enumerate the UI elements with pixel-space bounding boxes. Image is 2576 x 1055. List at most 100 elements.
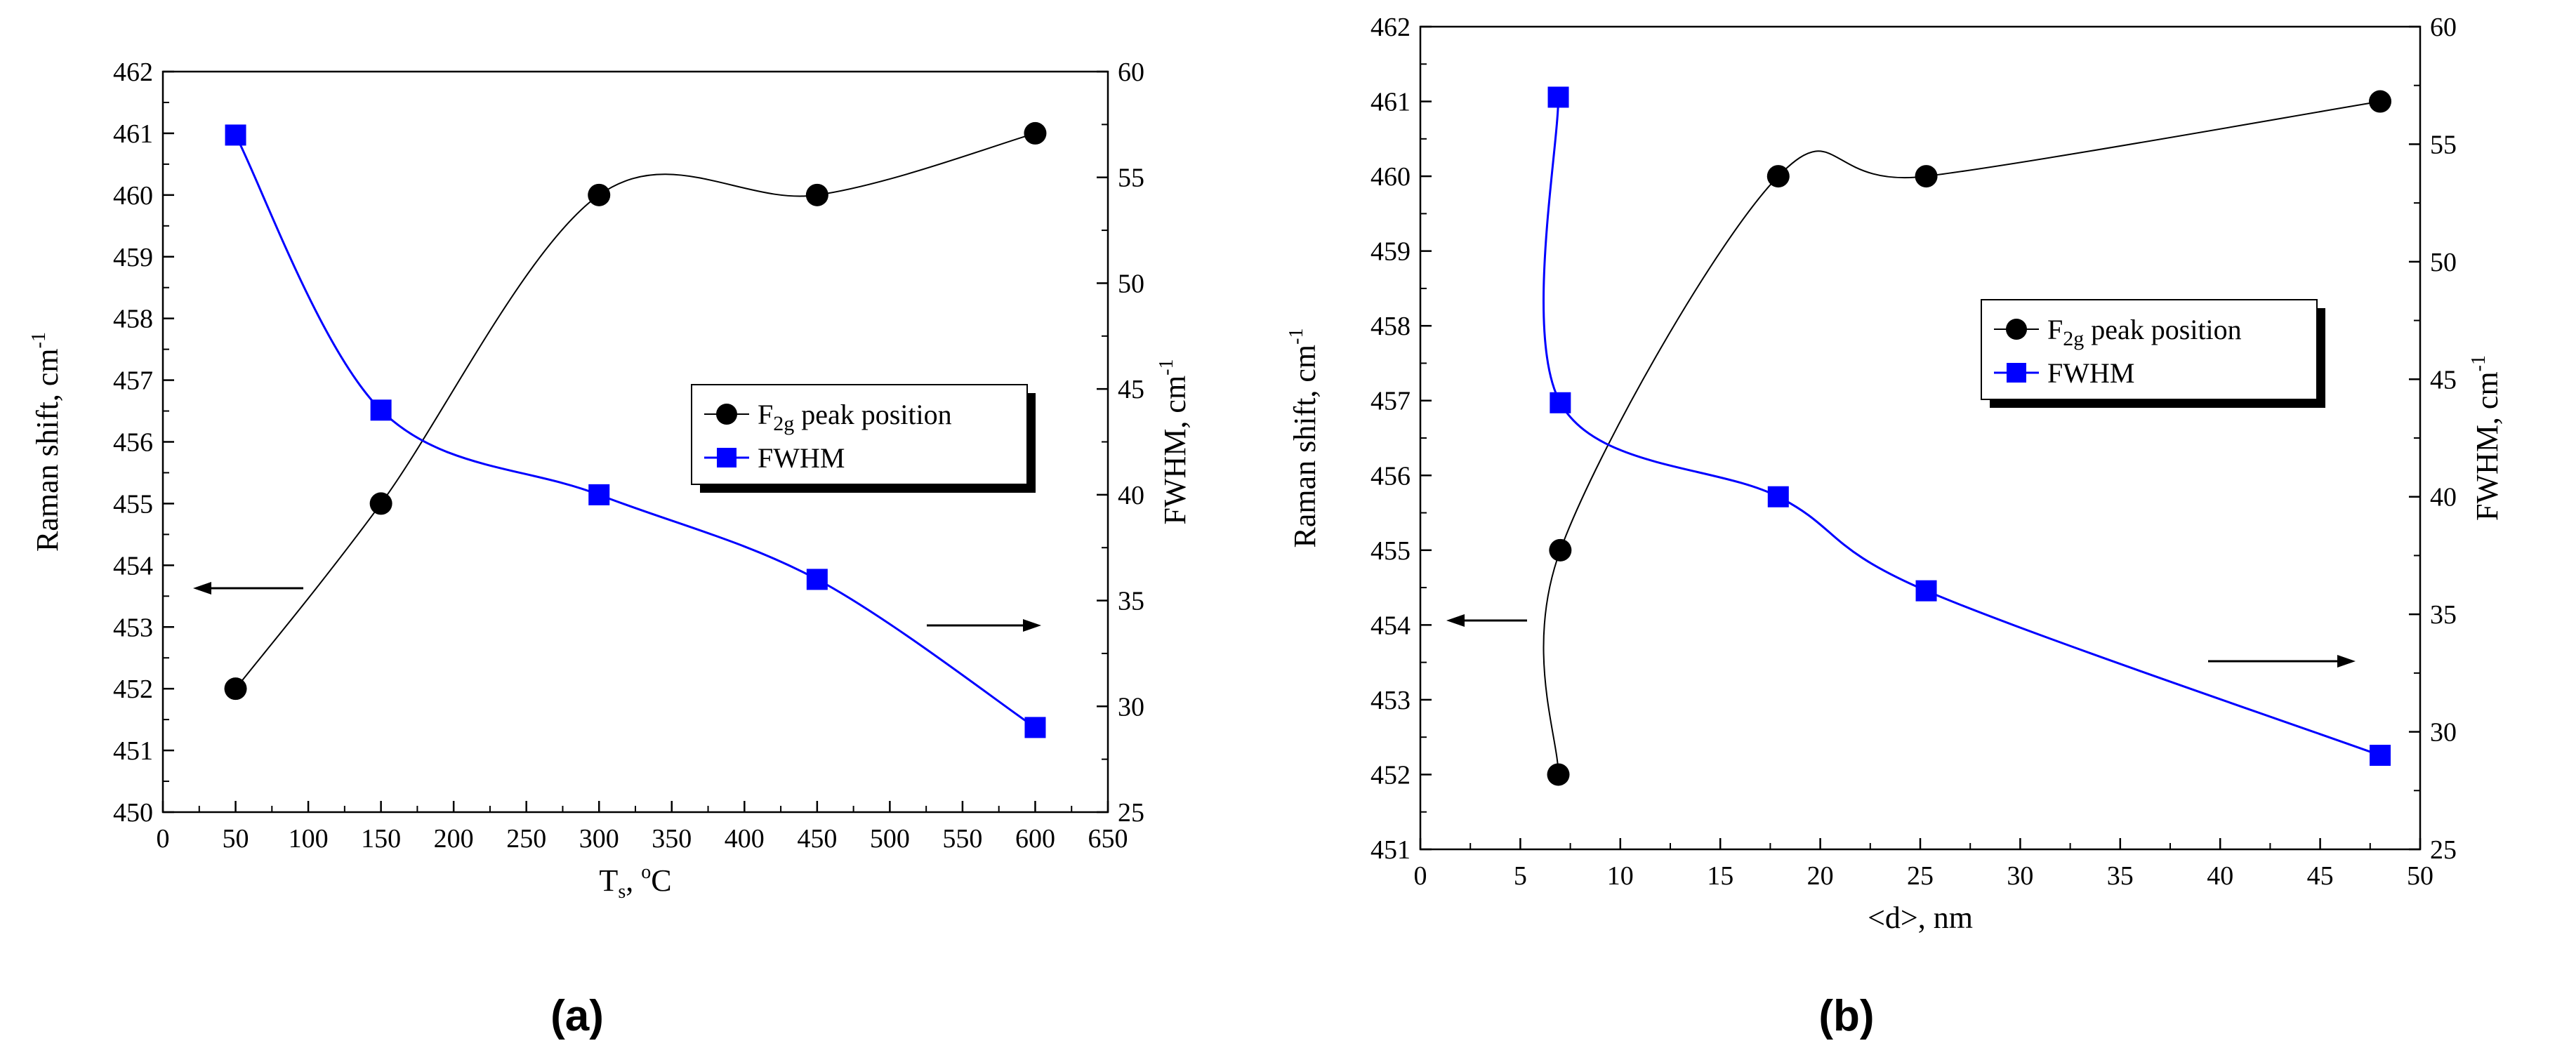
f2g-data-point <box>1766 165 1790 188</box>
legend-box <box>691 384 1028 485</box>
x-tick-label: 250 <box>506 824 546 854</box>
y-left-tick-label: 457 <box>113 366 153 396</box>
y-left-tick-label: 456 <box>113 428 153 458</box>
y-right-tick-label: 35 <box>1118 587 1144 616</box>
x-tick-label: 0 <box>1414 861 1427 891</box>
x-tick-label: 5 <box>1514 861 1527 891</box>
chart-panel-b: 0 5 10 15 20 25 30 35 40 45 50 451 452 453 454 455 456 45… <box>1286 13 2504 1040</box>
legend: F2g peak position FWHM <box>1981 299 2325 408</box>
y-left-tick-label: 458 <box>113 305 153 334</box>
panel-label-b: (b) <box>1818 992 1874 1040</box>
y-left-axis-label: Raman shift, cm-1 <box>28 332 65 552</box>
y-left-tick-label: 455 <box>113 489 153 519</box>
y-left-tick-label: 459 <box>113 243 153 272</box>
series-line-f2g <box>235 132 1036 689</box>
legend-fwhm-label: FWHM <box>758 442 845 474</box>
legend-f2g-rest: peak position <box>794 399 951 430</box>
x-tick-label: 20 <box>1807 861 1834 891</box>
y-left-tick-label: 455 <box>1370 536 1411 566</box>
y-right-tick-label: 25 <box>1118 798 1144 828</box>
x-tick-label: 300 <box>579 824 619 854</box>
y-right-tick-label: 60 <box>2430 13 2457 42</box>
x-tick-label: 40 <box>2207 861 2233 891</box>
x-tick-label: 30 <box>2007 861 2033 891</box>
legend-f2g-label: F2g peak position <box>758 399 952 435</box>
x-tick-label: 150 <box>361 824 401 854</box>
fwhm-data-point <box>2370 745 2391 767</box>
fwhm-data-point <box>588 484 610 505</box>
y-left-tick-label: 458 <box>1370 312 1411 341</box>
x-tick-label: 45 <box>2307 861 2334 891</box>
f2g-data-point <box>1024 121 1047 145</box>
y-left-tick-label: 451 <box>1370 835 1411 865</box>
x-axis-label: Ts, oC <box>599 861 671 903</box>
legend-f2g-rest: peak position <box>2084 314 2241 345</box>
y-right-tick-label: 25 <box>2430 835 2457 865</box>
y-left-tick-label: 460 <box>113 181 153 211</box>
legend: F2g peak position FWHM <box>691 384 1036 493</box>
y-right-axis-label-text: FWHM, cm <box>2470 371 2504 521</box>
x-tick-label: 50 <box>2407 861 2433 891</box>
x-tick-label: 600 <box>1015 824 1055 854</box>
y-left-tick-label: 453 <box>113 613 153 642</box>
y-right-axis-label-sup: -1 <box>2468 355 2490 371</box>
x-tick-label: 450 <box>797 824 837 854</box>
y-left-tick-label: 451 <box>113 736 153 766</box>
y-left-tick-label: 454 <box>113 551 153 580</box>
legend-f2g-sub: 2g <box>773 412 794 435</box>
fwhm-data-point <box>1767 486 1789 507</box>
y-left-tick-label: 462 <box>113 58 153 87</box>
legend-f2g-label: F2g peak position <box>2047 314 2242 350</box>
x-tick-label: 10 <box>1607 861 1634 891</box>
f2g-data-point <box>1547 763 1570 786</box>
y-right-tick-label: 45 <box>1118 375 1144 404</box>
x-tick-label: 550 <box>942 824 982 854</box>
x-tick-label: 200 <box>434 824 474 854</box>
y-left-axis-label-text: Raman shift, cm <box>1288 345 1322 548</box>
y-right-tick-label: 55 <box>1118 164 1144 193</box>
y-right-tick-label: 50 <box>2430 248 2457 277</box>
x-tick-label: 400 <box>725 824 765 854</box>
legend-fwhm-marker <box>717 448 737 467</box>
panel-label-a: (a) <box>550 992 604 1040</box>
y-right-tick-label: 50 <box>1118 269 1144 298</box>
x-tick-label: 15 <box>1707 861 1733 891</box>
legend-f2g-main: F <box>2047 314 2063 345</box>
f2g-data-point <box>588 183 611 206</box>
y-left-tick-label: 450 <box>113 798 153 828</box>
fwhm-data-point <box>1024 717 1046 738</box>
x-axis-label-degree: o <box>641 861 651 883</box>
y-right-axis-label: FWHM, cm-1 <box>2468 355 2504 521</box>
y-left-tick-label: 454 <box>1370 611 1411 640</box>
y-left-tick-label: 461 <box>113 119 153 149</box>
x-tick-label: 650 <box>1088 824 1128 854</box>
legend-box <box>1981 299 2318 400</box>
x-axis-label-unit: C <box>651 863 671 898</box>
f2g-data-point <box>1915 165 1938 188</box>
f2g-data-point <box>805 183 828 206</box>
y-right-axis-label-sup: -1 <box>1156 359 1177 376</box>
f2g-data-point <box>224 677 247 701</box>
f2g-data-point <box>2369 90 2392 113</box>
legend-fwhm-marker <box>2007 363 2026 383</box>
y-right-tick-label: 30 <box>2430 718 2457 748</box>
x-axis-label-rest: , <box>626 863 641 898</box>
right-arrow-icon <box>2337 655 2356 668</box>
y-left-axis-label-sup: -1 <box>28 332 50 348</box>
chart-panel-a: 0 50 100 150 200 250 300 350 400 450 500 550 600 650 4… <box>28 58 1192 1040</box>
y-right-tick-label: 40 <box>2430 483 2457 512</box>
fwhm-data-point <box>1915 580 1937 602</box>
y-left-tick-label: 462 <box>1370 13 1411 42</box>
fwhm-data-point <box>370 399 392 421</box>
x-tick-label: 500 <box>870 824 910 854</box>
y-left-tick-label: 457 <box>1370 387 1411 416</box>
y-left-axis-label-text: Raman shift, cm <box>30 348 65 552</box>
x-tick-label: 0 <box>157 824 170 854</box>
x-tick-label: 50 <box>223 824 249 854</box>
fwhm-data-point <box>806 569 828 590</box>
left-arrow-icon <box>1446 614 1465 627</box>
f2g-data-point <box>369 492 392 515</box>
x-axis-label-main: T <box>599 863 618 898</box>
